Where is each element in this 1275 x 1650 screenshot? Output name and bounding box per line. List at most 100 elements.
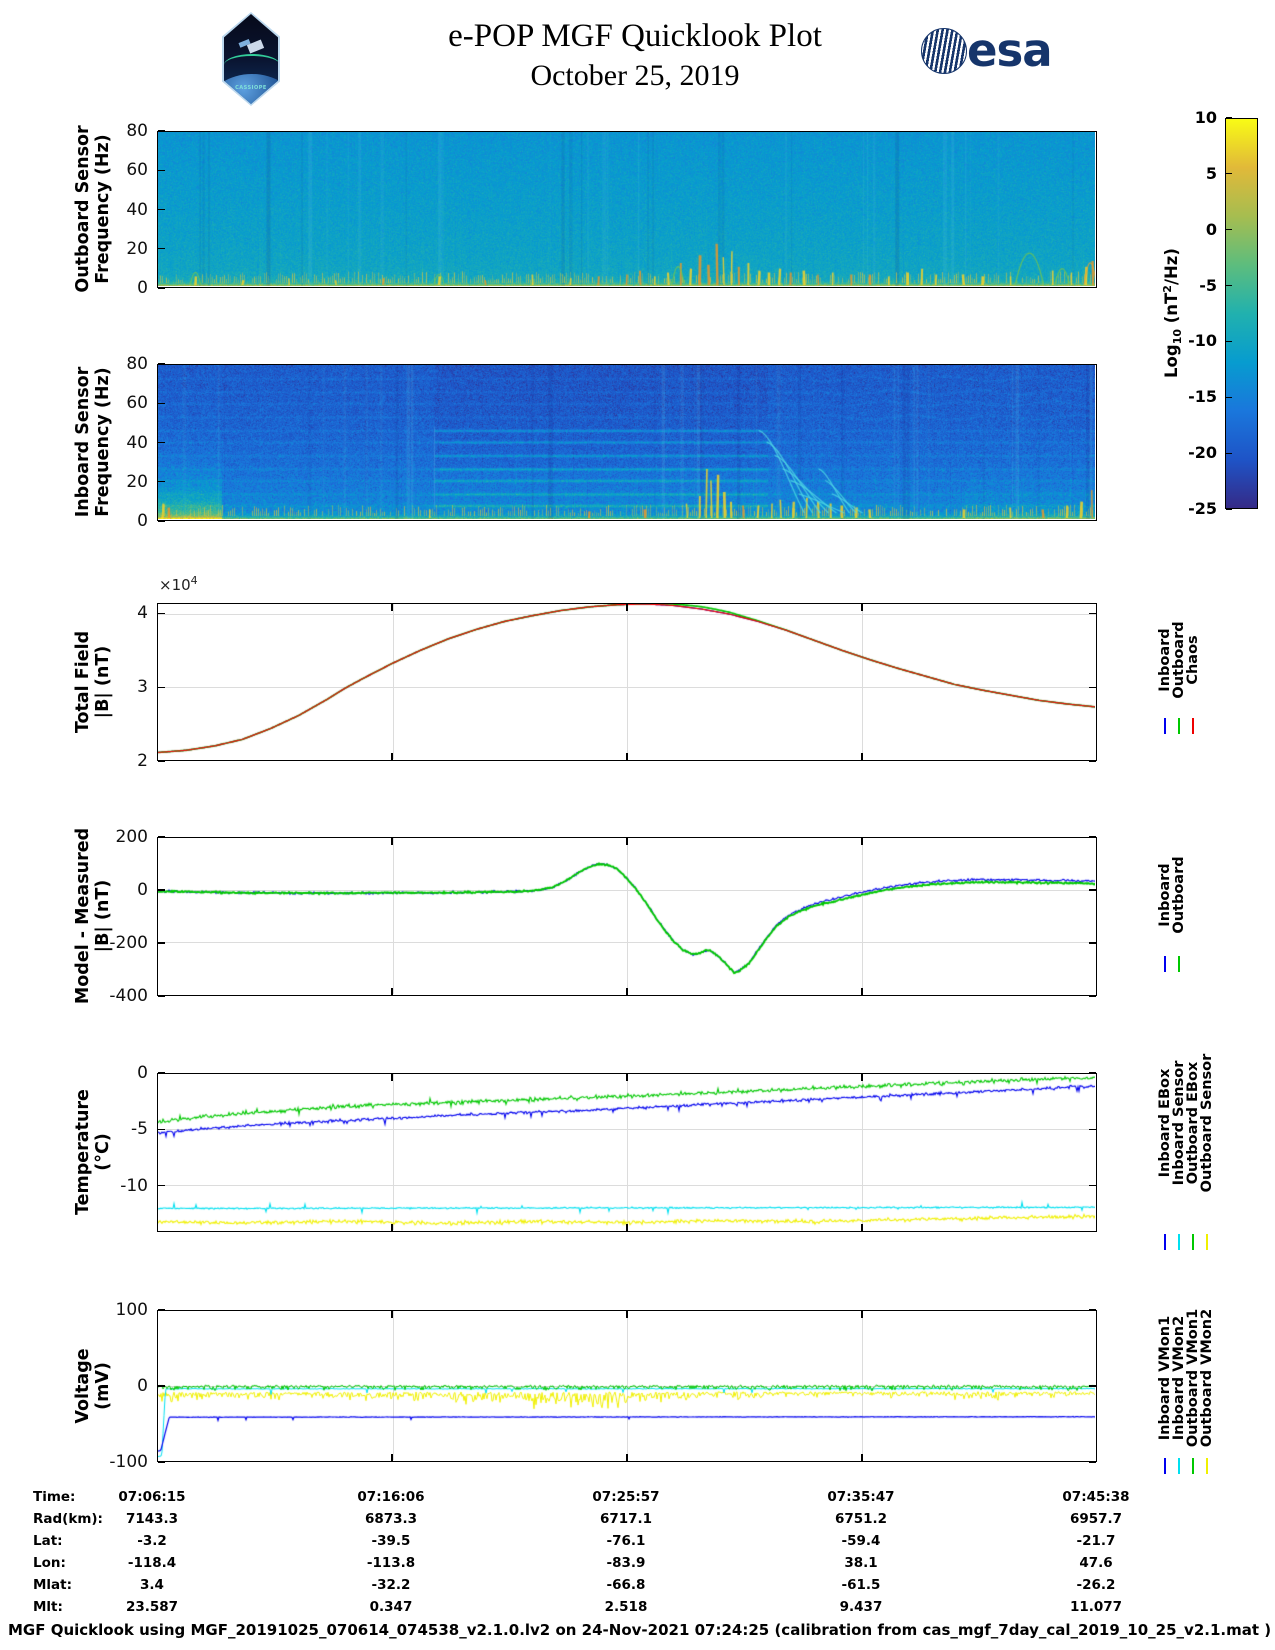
total-field-canvas xyxy=(158,604,1095,759)
colorbar-tick-mark xyxy=(1226,117,1232,119)
x-tick-mark xyxy=(626,988,628,995)
legend-color-sample xyxy=(1177,1234,1181,1250)
y-tick-mark xyxy=(158,1185,165,1187)
inboard-spectrogram-canvas xyxy=(158,365,1095,519)
table-cell: -118.4 xyxy=(127,1555,177,1571)
table-cell: 2.518 xyxy=(604,1599,648,1615)
table-cell: -32.2 xyxy=(371,1577,411,1593)
x-tick-mark xyxy=(861,753,863,760)
y-tick-label: -5 xyxy=(131,1119,148,1140)
colorbar-tick-label: 0 xyxy=(1205,219,1217,239)
table-cell: -66.8 xyxy=(606,1577,646,1593)
ylabel-line1: Model - Measured xyxy=(73,827,93,1005)
table-cell: 6957.7 xyxy=(1069,1511,1123,1527)
legend-label: Outboard Sensor xyxy=(1199,1053,1215,1193)
legend-color-sample xyxy=(1177,718,1181,734)
y-tick-mark xyxy=(158,836,165,838)
legend-color-sample xyxy=(1191,1234,1195,1250)
table-cell: 11.077 xyxy=(1069,1599,1123,1615)
table-cell: 3.4 xyxy=(140,1577,164,1593)
exponent-base: ×10 xyxy=(159,576,191,594)
model-measured-canvas xyxy=(158,838,1095,994)
table-cell: -83.9 xyxy=(606,1555,646,1571)
y-tick-mark xyxy=(158,1309,165,1311)
y-tick-mark xyxy=(1089,1128,1096,1131)
total-field-exponent-label: ×104 xyxy=(159,574,198,594)
y-tick-label: 20 xyxy=(126,238,148,259)
x-tick-mark xyxy=(626,1454,628,1461)
x-tick-mark xyxy=(391,838,393,845)
y-tick-label: 20 xyxy=(126,471,148,492)
y-tick-mark xyxy=(158,441,165,444)
colorbar-tick-label: -20 xyxy=(1188,443,1217,463)
y-tick-label: 4 xyxy=(137,603,148,624)
table-cell: 7143.3 xyxy=(125,1511,179,1527)
table-row-label: Time: xyxy=(33,1489,76,1505)
table-cell: -3.2 xyxy=(137,1533,167,1549)
table-cell: -61.5 xyxy=(841,1577,881,1593)
table-cell: 23.587 xyxy=(125,1599,179,1615)
y-tick-mark xyxy=(158,130,165,132)
colorbar-tick-mark xyxy=(1226,284,1232,287)
y-tick-mark xyxy=(1089,686,1096,688)
y-tick-label: -400 xyxy=(109,986,148,1006)
y-tick-label: 3 xyxy=(137,677,148,698)
colorbar-tick-mark xyxy=(1226,452,1232,454)
figure-title-block: e-POP MGF Quicklook Plot October 25, 201… xyxy=(60,18,1210,93)
x-tick-mark xyxy=(861,1074,863,1081)
y-tick-label: 80 xyxy=(126,354,148,374)
table-row-label: Lon: xyxy=(33,1555,66,1571)
y-tick-mark xyxy=(1089,942,1096,944)
outboard-spectrogram-canvas xyxy=(158,132,1095,286)
voltage-panel xyxy=(157,1310,1097,1462)
table-cell: -39.5 xyxy=(371,1533,411,1549)
model-measured-panel xyxy=(157,837,1097,996)
esa-logo: esa xyxy=(921,28,1053,74)
y-tick-mark xyxy=(158,363,165,365)
y-tick-mark xyxy=(158,520,165,522)
y-tick-label: 200 xyxy=(115,827,148,847)
table-cell: 6873.3 xyxy=(364,1511,418,1527)
table-cell: -21.7 xyxy=(1076,1533,1116,1549)
table-cell: 07:35:47 xyxy=(827,1489,895,1505)
colorbar-tick-label: 10 xyxy=(1194,108,1217,127)
y-tick-label: 100 xyxy=(115,1300,148,1320)
y-tick-mark xyxy=(1089,1309,1096,1311)
table-cell: -113.8 xyxy=(366,1555,416,1571)
legend-label: Outboard VMon2 xyxy=(1199,1308,1215,1448)
y-tick-mark xyxy=(1089,760,1096,762)
table-cell: -26.2 xyxy=(1076,1577,1116,1593)
total-field-panel xyxy=(157,603,1097,761)
y-tick-label: 0 xyxy=(137,511,148,531)
x-tick-mark xyxy=(861,1224,863,1231)
y-tick-label: -10 xyxy=(120,1175,148,1196)
table-cell: 07:25:57 xyxy=(592,1489,660,1505)
outboard-spectrogram-panel xyxy=(157,131,1097,288)
table-cell: 07:06:15 xyxy=(118,1489,186,1505)
x-tick-mark xyxy=(391,988,393,995)
exponent-sup: 4 xyxy=(190,574,198,587)
table-row-label: Lat: xyxy=(33,1533,63,1549)
x-tick-mark xyxy=(391,1311,393,1318)
colorbar-tick-mark xyxy=(1226,173,1232,175)
y-tick-mark xyxy=(158,612,165,615)
figure-date: October 25, 2019 xyxy=(530,59,740,92)
table-cell: 47.6 xyxy=(1079,1555,1113,1571)
esa-globe-icon xyxy=(921,28,967,74)
y-tick-mark xyxy=(1089,612,1096,615)
y-tick-mark xyxy=(158,208,165,211)
x-tick-mark xyxy=(391,1224,393,1231)
table-cell: -59.4 xyxy=(841,1533,881,1549)
table-cell: 0.347 xyxy=(369,1599,413,1615)
y-tick-mark xyxy=(158,995,165,997)
y-tick-label: 0 xyxy=(137,1063,148,1083)
y-tick-mark xyxy=(158,1461,165,1463)
x-tick-mark xyxy=(626,604,628,611)
colorbar-tick-label: -25 xyxy=(1188,499,1217,518)
legend-color-sample xyxy=(1163,718,1167,734)
x-tick-mark xyxy=(626,838,628,845)
legend-color-sample xyxy=(1163,1458,1167,1474)
footer-text: MGF Quicklook using MGF_20191025_070614_… xyxy=(8,1621,1272,1639)
x-tick-mark xyxy=(861,604,863,611)
